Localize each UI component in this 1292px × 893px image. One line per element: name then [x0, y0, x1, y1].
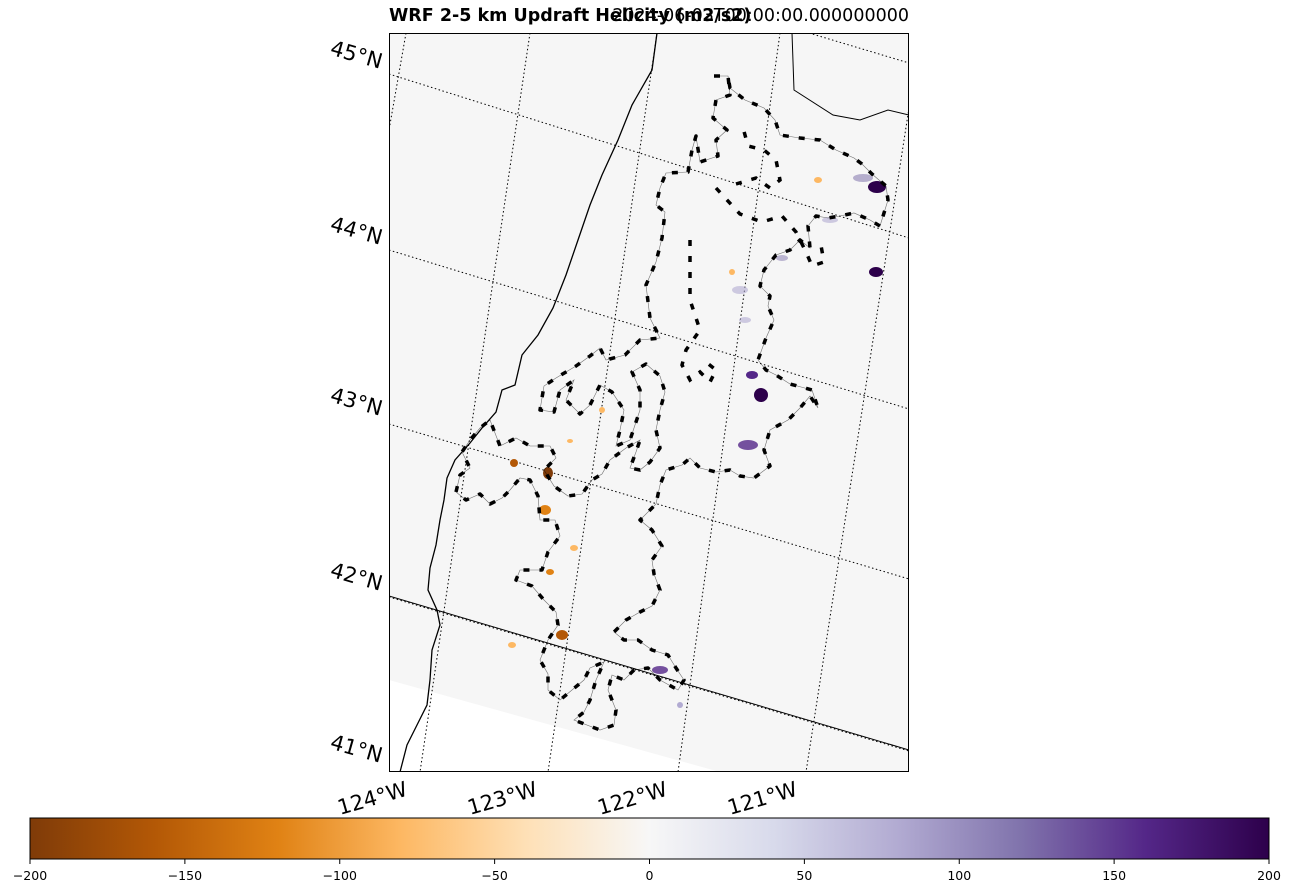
lon-label-122w: 122°W	[595, 777, 670, 820]
colorbar-tick-label: 150	[1102, 868, 1126, 883]
time-label: 2024-06-03T00:00:00.000000000	[612, 6, 909, 26]
lat-label-43: 43°N	[328, 383, 386, 421]
lat-label-42: 42°N	[328, 558, 386, 596]
colorbar: −200 −150 −100 −50 0 50 100 150 200	[13, 817, 1281, 883]
lat-label-41: 41°N	[328, 730, 386, 768]
coastline	[399, 33, 658, 772]
lon-label-121w: 121°W	[725, 777, 800, 820]
colorbar-tick-label: 100	[947, 868, 971, 883]
state-border-or-ca	[389, 595, 909, 751]
map-frame	[389, 33, 909, 772]
lon-label-124w: 124°W	[335, 777, 410, 820]
colorbar-tick-label: −50	[481, 868, 507, 883]
lon-label-123w: 123°W	[465, 777, 540, 820]
state-border-or-id	[791, 33, 909, 121]
helicity-features	[508, 174, 886, 708]
helicity-contour-outline	[455, 75, 889, 731]
map-title: WRF 2-5 km Updraft Helicity (m2/s2)	[389, 6, 752, 26]
latitude-labels: 45°N 44°N 43°N 42°N 41°N	[328, 36, 386, 768]
colorbar-tick-label: −100	[323, 868, 357, 883]
colorbar-tick-label: −200	[13, 868, 47, 883]
model-domain	[389, 33, 909, 772]
colorbar-tick-label: 50	[796, 868, 812, 883]
helicity-contour-branch	[680, 123, 826, 385]
lat-label-45: 45°N	[328, 36, 386, 74]
graticule	[389, 33, 909, 772]
colorbar-tick-label: 200	[1257, 868, 1281, 883]
lat-label-44: 44°N	[328, 212, 386, 250]
longitude-labels: 124°W 123°W 122°W 121°W	[335, 777, 800, 820]
colorbar-ticks: −200 −150 −100 −50 0 50 100 150 200	[13, 859, 1281, 883]
colorbar-tick-label: 0	[646, 868, 654, 883]
colorbar-tick-label: −150	[168, 868, 202, 883]
map-panel	[389, 33, 909, 772]
colorbar-bar	[29, 817, 1270, 860]
